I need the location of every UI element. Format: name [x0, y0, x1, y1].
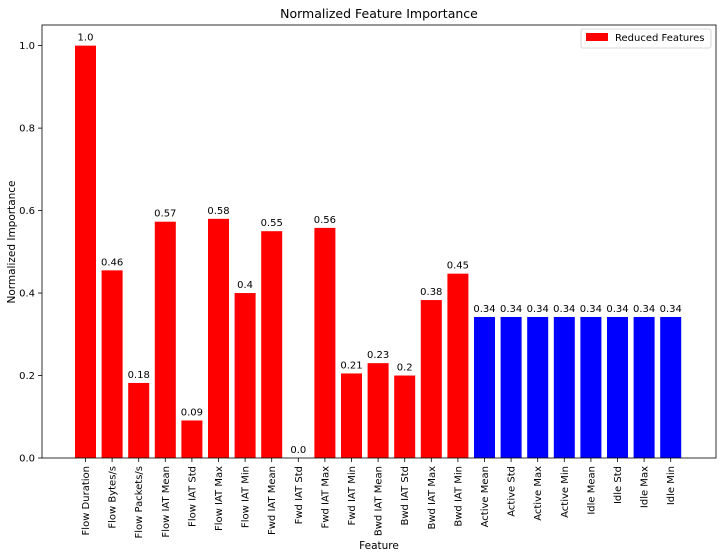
- bar-value-label: 0.55: [261, 218, 283, 229]
- bar: [208, 218, 229, 458]
- bar-value-label: 0.09: [181, 407, 203, 418]
- bar: [261, 231, 283, 458]
- x-tick-label: Flow IAT Std: [187, 466, 198, 527]
- x-tick-label: Flow Bytes/s: [108, 466, 119, 529]
- x-tick-label: Bwd IAT Mean: [374, 466, 385, 536]
- x-tick-label: Bwd IAT Max: [427, 466, 438, 530]
- axes-frame: [41, 24, 717, 459]
- bar-value-label: 0.46: [101, 257, 123, 268]
- legend-box: [580, 28, 712, 49]
- bar-value-label: 0.34: [527, 304, 549, 315]
- x-tick-label: Fwd IAT Min: [347, 466, 358, 526]
- bar: [527, 316, 549, 458]
- x-tick-label: Active Mean: [480, 466, 491, 527]
- x-tick-label: Flow IAT Mean: [161, 466, 172, 538]
- x-tick-label: Flow IAT Min: [241, 466, 252, 528]
- x-tick-label: Idle Min: [666, 466, 677, 505]
- x-tick-label: Flow Duration: [81, 466, 92, 535]
- legend-swatch: [586, 33, 608, 41]
- bar: [633, 316, 655, 458]
- bar-value-label: 0.23: [367, 350, 389, 361]
- x-tick-label: Active Min: [560, 466, 571, 518]
- x-tick-label: Bwd IAT Std: [400, 466, 411, 525]
- bar-value-label: 1.0: [78, 33, 94, 44]
- chart-title: Normalized Feature Importance: [280, 6, 478, 21]
- x-tick-label: Bwd IAT Min: [453, 466, 464, 527]
- y-tick-label: 0.2: [19, 371, 35, 382]
- x-tick-label: Idle Max: [640, 466, 651, 508]
- legend-label: Reduced Features: [615, 33, 705, 44]
- bar-value-label: 0.2: [397, 363, 413, 374]
- bar: [101, 270, 123, 458]
- bar-value-label: 0.38: [420, 287, 442, 298]
- bar: [181, 420, 203, 458]
- x-tick-label: Active Std: [507, 466, 518, 517]
- y-tick-label: 0.8: [19, 124, 35, 135]
- bar: [394, 375, 416, 458]
- x-tick-label: Flow IAT Max: [214, 466, 225, 531]
- bar: [128, 382, 150, 458]
- y-axis-label: Normalized Importance: [6, 180, 18, 303]
- bar: [500, 316, 522, 458]
- bar-value-label: 0.34: [580, 304, 602, 315]
- bar-value-label: 0.21: [340, 360, 362, 371]
- bar: [580, 316, 602, 458]
- bar-value-label: 0.34: [553, 304, 575, 315]
- x-axis-label: Feature: [359, 540, 399, 552]
- bar-value-label: 0.58: [207, 206, 229, 217]
- bar-value-label: 0.0: [290, 445, 306, 456]
- x-tick-label: Active Max: [533, 466, 544, 521]
- bar-value-label: 0.34: [606, 304, 628, 315]
- plot-area: 1.0 Flow Duration 0.46 Flow Bytes/s 0.18 Flow…: [19, 24, 717, 539]
- bar: [341, 373, 362, 458]
- x-tick-label: Fwd IAT Std: [294, 466, 305, 524]
- bar-value-label: 0.34: [660, 304, 682, 315]
- y-tick-label: 0.0: [19, 454, 35, 465]
- bar: [420, 300, 442, 458]
- bar: [553, 316, 575, 458]
- bar-value-label: 0.4: [237, 280, 253, 291]
- bar-value-label: 0.34: [473, 304, 495, 315]
- bar-value-label: 0.34: [633, 304, 655, 315]
- x-tick-label: Flow Packets/s: [134, 466, 145, 539]
- bar-value-label: 0.57: [154, 209, 176, 220]
- bar-value-label: 0.45: [447, 261, 469, 272]
- x-tick-label: Fwd IAT Max: [320, 466, 331, 529]
- y-tick-label: 0.4: [19, 289, 35, 300]
- x-tick-label: Idle Std: [613, 466, 624, 504]
- bar: [314, 227, 336, 458]
- bar: [367, 363, 389, 458]
- bar: [607, 316, 628, 458]
- bar-value-label: 0.18: [128, 370, 150, 381]
- bar: [234, 293, 256, 458]
- bar: [154, 221, 176, 458]
- bar: [75, 45, 96, 459]
- bar: [447, 273, 469, 458]
- bar: [474, 316, 495, 458]
- x-tick-label: Fwd IAT Mean: [267, 466, 278, 535]
- x-tick-label: Idle Mean: [586, 466, 597, 515]
- y-tick-label: 1.0: [19, 41, 35, 52]
- y-tick-label: 0.6: [19, 206, 35, 217]
- bar: [660, 316, 682, 458]
- bar-value-label: 0.56: [314, 215, 336, 226]
- bar-value-label: 0.34: [500, 304, 522, 315]
